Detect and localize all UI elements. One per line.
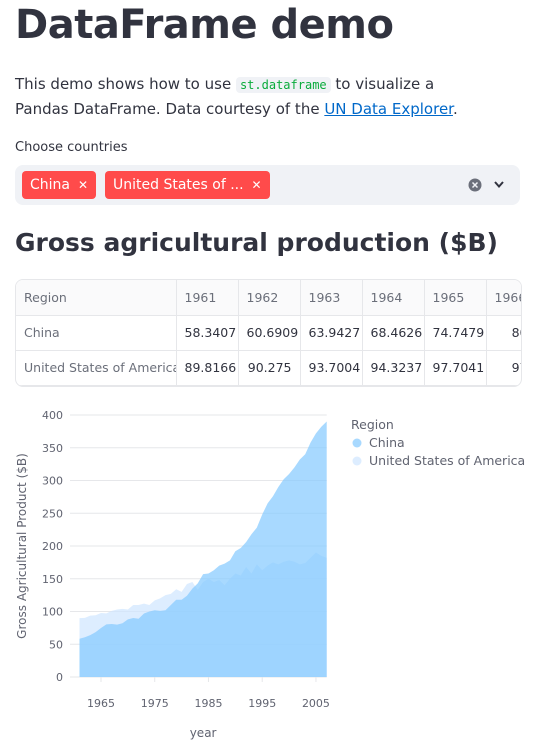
x-tick-label: 1995 xyxy=(248,697,276,710)
y-tick-label: 350 xyxy=(42,442,63,455)
column-header: 1962 xyxy=(238,280,301,316)
cell: 74.7479 xyxy=(424,315,487,351)
y-tick-label: 250 xyxy=(42,507,63,520)
legend-swatch xyxy=(352,456,362,466)
x-tick-label: 1985 xyxy=(194,697,222,710)
chip-remove[interactable]: ✕ xyxy=(78,178,89,192)
multiselect[interactable]: China ✕ United States of ... ✕ xyxy=(15,165,520,205)
cell: 80.4 xyxy=(486,315,521,351)
cell: 68.4626 xyxy=(362,315,425,351)
y-tick-label: 300 xyxy=(42,475,63,488)
x-tick-label: 2005 xyxy=(302,697,330,710)
table-row: China 58.3407 60.6909 63.9427 68.4626 74.7479… xyxy=(16,315,521,351)
column-header: Region xyxy=(16,280,177,316)
description: This demo shows how to use st.dataframe … xyxy=(15,72,485,121)
table-row: United States of America 89.8166 90.275 93.… xyxy=(16,350,521,386)
y-tick-label: 100 xyxy=(42,606,63,619)
chip-label: China xyxy=(30,177,70,193)
row-label: China xyxy=(16,315,177,351)
y-tick-label: 400 xyxy=(42,409,63,422)
section-title: Gross agricultural production ($B) xyxy=(15,228,498,257)
legend-swatch xyxy=(352,438,362,448)
text: This demo shows how to use xyxy=(15,75,236,93)
column-header: 1964 xyxy=(362,280,425,316)
text: . xyxy=(452,100,458,118)
column-header: 1963 xyxy=(300,280,363,316)
dataframe[interactable]: Region196119621963196419651966China58.34… xyxy=(15,279,522,387)
y-tick-label: 0 xyxy=(56,671,63,684)
legend-title: Region xyxy=(351,417,394,432)
cell: 58.3407 xyxy=(176,315,239,351)
chip[interactable]: United States of ... ✕ xyxy=(105,171,270,199)
x-tick-label: 1975 xyxy=(141,697,169,710)
cell: 90.275 xyxy=(238,350,301,386)
column-header: 1961 xyxy=(176,280,239,316)
cell: 60.6909 xyxy=(238,315,301,351)
column-header: 1965 xyxy=(424,280,487,316)
page-title: DataFrame demo xyxy=(15,2,394,48)
code: st.dataframe xyxy=(235,77,331,93)
chip[interactable]: China ✕ xyxy=(22,171,97,199)
cell: 93.7004 xyxy=(300,350,363,386)
multiselect-label: Choose countries xyxy=(15,140,128,155)
legend-label: China xyxy=(369,435,405,450)
legend-label: United States of America xyxy=(369,453,525,468)
x-axis-label: year xyxy=(190,726,217,740)
chart: 0 50 100 150 200 250 300 350 400 1965 1975 1985 1995… xyxy=(15,409,525,740)
y-axis-label: Gross Agricultural Product ($B) xyxy=(15,453,29,639)
table: Region196119621963196419651966China58.34… xyxy=(16,280,521,386)
y-tick-label: 50 xyxy=(49,638,63,651)
area xyxy=(79,421,327,677)
cell: 89.8166 xyxy=(176,350,239,386)
column-header: 1966 xyxy=(486,280,521,316)
cell: 94.3237 xyxy=(362,350,425,386)
table-header-row: Region196119621963196419651966 xyxy=(16,280,521,316)
text: to visualize a Pandas DataFrame. Data co… xyxy=(15,75,435,118)
x-tick-label: 1965 xyxy=(87,697,115,710)
chip-label: United States of ... xyxy=(113,177,244,193)
link[interactable]: UN Data Explorer xyxy=(324,100,453,118)
row-label: United States of America xyxy=(16,350,177,386)
chip-remove[interactable]: ✕ xyxy=(251,178,262,192)
y-tick-label: 150 xyxy=(42,573,63,586)
cell: 97.7041 xyxy=(424,350,487,386)
cell: 97.2 xyxy=(486,350,521,386)
multiselect-controls[interactable] xyxy=(467,177,527,193)
y-tick-label: 200 xyxy=(42,540,63,553)
cell: 63.9427 xyxy=(300,315,363,351)
